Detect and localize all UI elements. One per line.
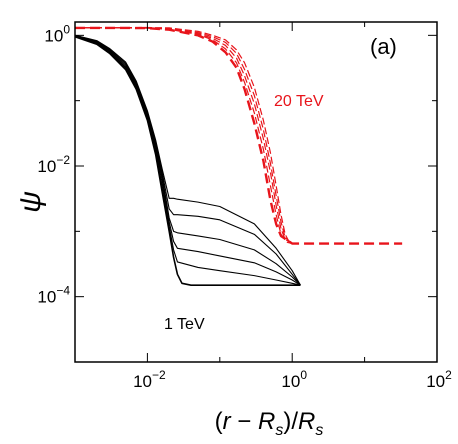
x-tick-label: 10−2	[133, 368, 166, 391]
series-line-1tev-8	[75, 35, 301, 286]
plot-content	[75, 26, 403, 286]
x-axis-label: (r − Rs)/Rs	[215, 408, 324, 439]
series-line-1tev-9	[75, 34, 301, 286]
x-tick-label: 102	[426, 368, 452, 391]
y-axis-label: ψ	[14, 191, 47, 213]
series-line-20tev-2	[75, 27, 293, 245]
series-line-1tev-10	[75, 34, 301, 286]
series-line-20tev-1	[75, 27, 293, 245]
axis-ticks	[74, 22, 438, 363]
y-tick-label: 10−2	[37, 153, 70, 176]
series-line-1tev-7	[75, 35, 301, 286]
series-line-20tev-4	[75, 26, 293, 245]
y-tick-label: 100	[44, 22, 70, 45]
plot-frame	[74, 21, 438, 363]
series-line-1tev-6	[75, 35, 301, 286]
y-tick-label: 10−4	[37, 284, 70, 307]
annotation-1-tev: 1 TeV	[164, 316, 205, 333]
annotation-20-tev: 20 TeV	[274, 93, 324, 110]
panel-label: (a)	[370, 34, 397, 59]
axis-tick-labels: 10−2 100 102 10−4 10−2 100	[37, 22, 452, 391]
x-tick-label: 100	[281, 368, 307, 391]
series-line-1tev-5	[75, 36, 301, 286]
series-line-20tev-3	[75, 27, 293, 245]
